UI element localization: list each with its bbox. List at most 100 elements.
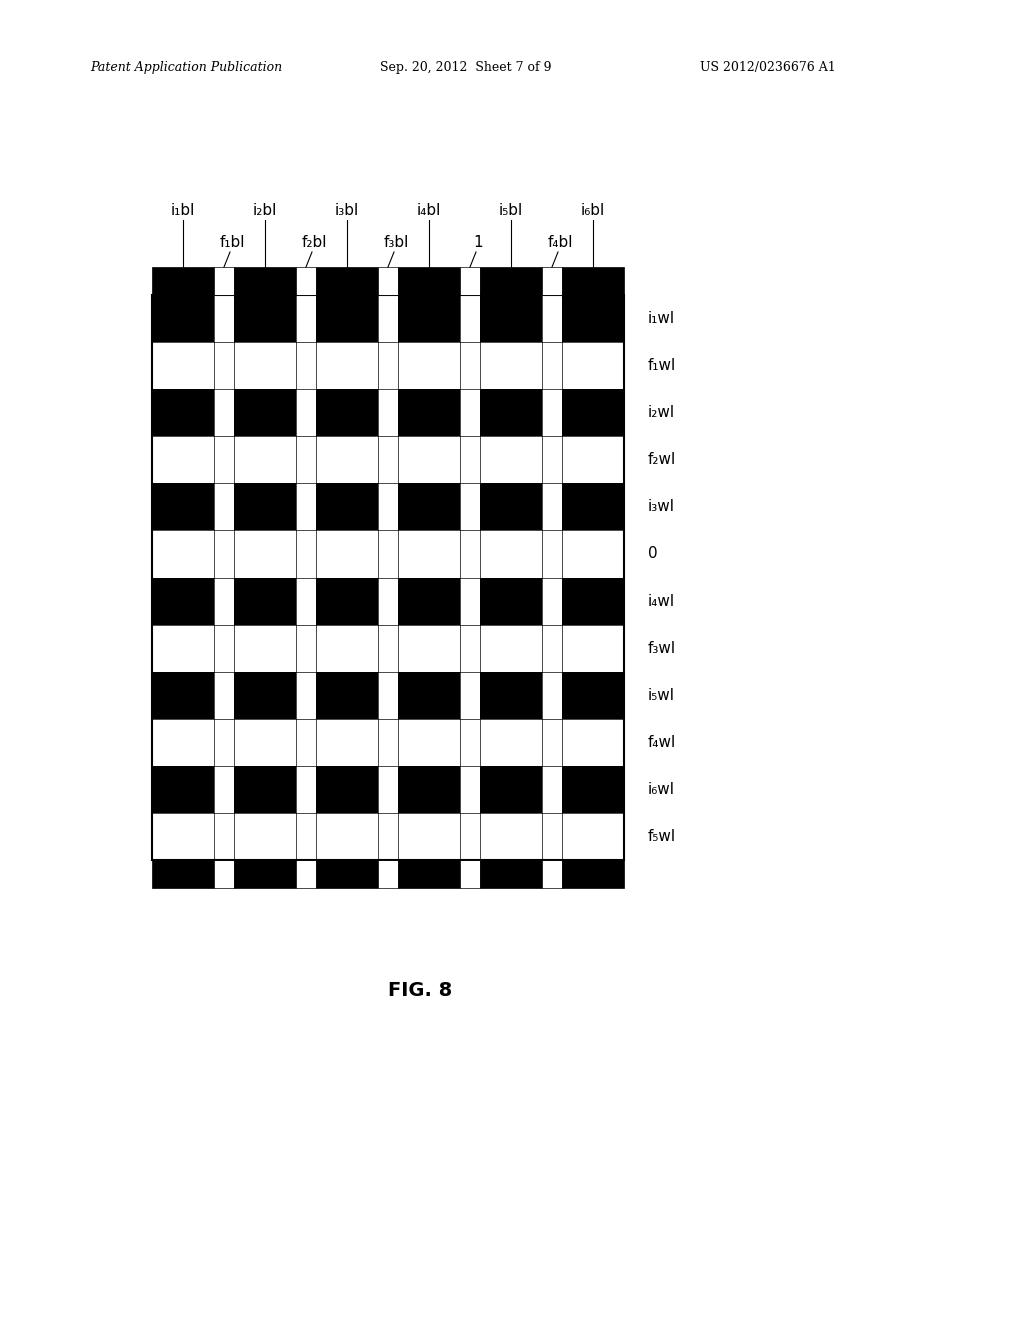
- Bar: [378, 578, 398, 624]
- Bar: [316, 719, 378, 766]
- Bar: [214, 389, 234, 436]
- Bar: [542, 483, 562, 531]
- Bar: [460, 813, 480, 861]
- Bar: [378, 672, 398, 719]
- Bar: [542, 813, 562, 861]
- Bar: [316, 624, 378, 672]
- Bar: [562, 531, 624, 578]
- Bar: [296, 389, 316, 436]
- Bar: [542, 766, 562, 813]
- Bar: [234, 267, 296, 294]
- Bar: [316, 813, 378, 861]
- Bar: [296, 342, 316, 389]
- Bar: [214, 267, 234, 294]
- Bar: [542, 531, 562, 578]
- Bar: [398, 436, 460, 483]
- Bar: [152, 483, 624, 531]
- Bar: [378, 766, 398, 813]
- Bar: [234, 719, 296, 766]
- Bar: [562, 624, 624, 672]
- Text: f₄wl: f₄wl: [648, 735, 676, 750]
- Bar: [460, 672, 480, 719]
- Bar: [562, 436, 624, 483]
- Bar: [480, 436, 542, 483]
- Bar: [398, 719, 460, 766]
- Bar: [378, 719, 398, 766]
- Bar: [316, 531, 378, 578]
- Bar: [152, 719, 214, 766]
- Bar: [214, 766, 234, 813]
- Bar: [378, 813, 398, 861]
- Bar: [460, 861, 480, 888]
- Bar: [562, 267, 624, 294]
- Bar: [460, 483, 480, 531]
- Text: 0: 0: [648, 546, 657, 561]
- Bar: [378, 861, 398, 888]
- Bar: [378, 531, 398, 578]
- Bar: [152, 861, 214, 888]
- Bar: [398, 813, 460, 861]
- Text: f₄bl: f₄bl: [547, 235, 572, 249]
- Bar: [296, 294, 316, 342]
- Text: i₅wl: i₅wl: [648, 688, 675, 702]
- Bar: [542, 861, 562, 888]
- Bar: [542, 624, 562, 672]
- Bar: [378, 294, 398, 342]
- Bar: [152, 294, 624, 342]
- Bar: [378, 342, 398, 389]
- Bar: [460, 531, 480, 578]
- Bar: [234, 294, 296, 861]
- Bar: [398, 861, 460, 888]
- Bar: [398, 294, 460, 861]
- Text: FIG. 8: FIG. 8: [388, 981, 453, 999]
- Text: US 2012/0236676 A1: US 2012/0236676 A1: [700, 62, 836, 74]
- Text: i₁wl: i₁wl: [648, 312, 675, 326]
- Text: Patent Application Publication: Patent Application Publication: [90, 62, 283, 74]
- Text: f₂bl: f₂bl: [301, 235, 327, 249]
- Bar: [562, 813, 624, 861]
- Bar: [398, 342, 460, 389]
- Text: i₄bl: i₄bl: [417, 203, 441, 218]
- Bar: [214, 436, 234, 483]
- Text: Sep. 20, 2012  Sheet 7 of 9: Sep. 20, 2012 Sheet 7 of 9: [380, 62, 552, 74]
- Bar: [214, 719, 234, 766]
- Bar: [214, 672, 234, 719]
- Text: i₃wl: i₃wl: [648, 499, 675, 515]
- Bar: [152, 294, 624, 861]
- Bar: [480, 267, 542, 294]
- Bar: [460, 719, 480, 766]
- Bar: [296, 861, 316, 888]
- Bar: [296, 719, 316, 766]
- Text: f₁wl: f₁wl: [648, 358, 676, 374]
- Bar: [214, 531, 234, 578]
- Text: i₄wl: i₄wl: [648, 594, 675, 609]
- Bar: [316, 342, 378, 389]
- Bar: [152, 436, 214, 483]
- Bar: [214, 483, 234, 531]
- Bar: [378, 436, 398, 483]
- Bar: [296, 813, 316, 861]
- Bar: [152, 672, 624, 719]
- Bar: [460, 294, 480, 342]
- Bar: [562, 861, 624, 888]
- Bar: [542, 672, 562, 719]
- Bar: [542, 719, 562, 766]
- Bar: [460, 342, 480, 389]
- Bar: [316, 294, 378, 861]
- Bar: [296, 436, 316, 483]
- Bar: [480, 294, 542, 861]
- Bar: [234, 531, 296, 578]
- Bar: [296, 267, 316, 294]
- Bar: [296, 531, 316, 578]
- Bar: [296, 578, 316, 624]
- Bar: [152, 531, 214, 578]
- Bar: [480, 861, 542, 888]
- Bar: [234, 436, 296, 483]
- Bar: [234, 861, 296, 888]
- Bar: [296, 624, 316, 672]
- Text: f₃bl: f₃bl: [383, 235, 409, 249]
- Bar: [234, 813, 296, 861]
- Bar: [214, 624, 234, 672]
- Bar: [378, 483, 398, 531]
- Bar: [460, 766, 480, 813]
